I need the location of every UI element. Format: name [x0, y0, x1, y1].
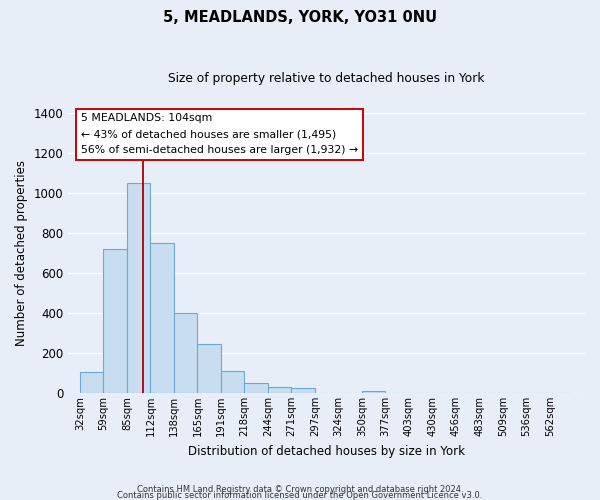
Bar — [197, 344, 221, 393]
Bar — [244, 383, 268, 393]
Bar — [103, 249, 127, 393]
Bar — [174, 313, 197, 393]
Text: 5, MEADLANDS, YORK, YO31 0NU: 5, MEADLANDS, YORK, YO31 0NU — [163, 10, 437, 25]
Bar — [292, 388, 315, 393]
Text: Contains public sector information licensed under the Open Government Licence v3: Contains public sector information licen… — [118, 490, 482, 500]
Bar — [221, 371, 244, 393]
Bar — [80, 372, 103, 393]
Text: Contains HM Land Registry data © Crown copyright and database right 2024.: Contains HM Land Registry data © Crown c… — [137, 484, 463, 494]
Y-axis label: Number of detached properties: Number of detached properties — [15, 160, 28, 346]
X-axis label: Distribution of detached houses by size in York: Distribution of detached houses by size … — [188, 444, 465, 458]
Bar — [127, 183, 151, 393]
Bar — [268, 387, 291, 393]
Bar — [151, 243, 174, 393]
Title: Size of property relative to detached houses in York: Size of property relative to detached ho… — [169, 72, 485, 86]
Text: 5 MEADLANDS: 104sqm
← 43% of detached houses are smaller (1,495)
56% of semi-det: 5 MEADLANDS: 104sqm ← 43% of detached ho… — [81, 114, 358, 154]
Bar — [362, 391, 385, 393]
